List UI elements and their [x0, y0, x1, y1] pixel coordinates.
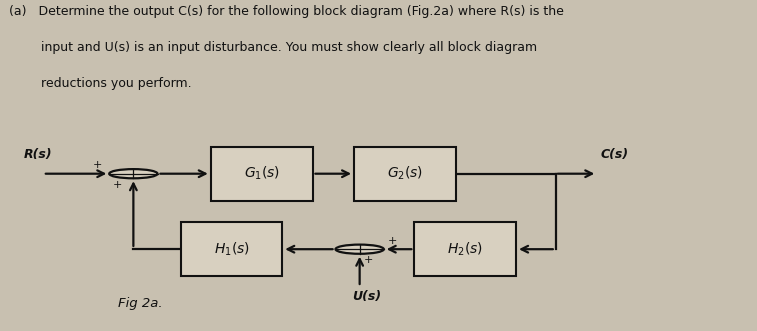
FancyBboxPatch shape	[180, 222, 282, 276]
FancyBboxPatch shape	[210, 147, 313, 201]
Text: $G_2(s)$: $G_2(s)$	[387, 165, 423, 182]
Text: $H_2(s)$: $H_2(s)$	[447, 241, 483, 258]
Text: input and U(s) is an input disturbance. You must show clearly all block diagram: input and U(s) is an input disturbance. …	[9, 41, 537, 54]
FancyBboxPatch shape	[414, 222, 516, 276]
Text: +: +	[388, 236, 397, 246]
Ellipse shape	[109, 169, 157, 178]
Text: +: +	[92, 161, 101, 170]
Text: U(s): U(s)	[353, 290, 382, 303]
Text: C(s): C(s)	[601, 148, 629, 161]
Text: +: +	[113, 180, 122, 190]
Text: (a)   Determine the output C(s) for the following block diagram (Fig.2a) where R: (a) Determine the output C(s) for the fo…	[9, 5, 564, 18]
Text: R(s): R(s)	[24, 148, 53, 161]
Ellipse shape	[335, 245, 384, 254]
Text: reductions you perform.: reductions you perform.	[9, 77, 192, 90]
Text: $G_1(s)$: $G_1(s)$	[244, 165, 279, 182]
FancyBboxPatch shape	[354, 147, 456, 201]
Text: Fig 2a.: Fig 2a.	[118, 297, 163, 310]
Text: +: +	[363, 256, 372, 265]
Text: $H_1(s)$: $H_1(s)$	[213, 241, 249, 258]
